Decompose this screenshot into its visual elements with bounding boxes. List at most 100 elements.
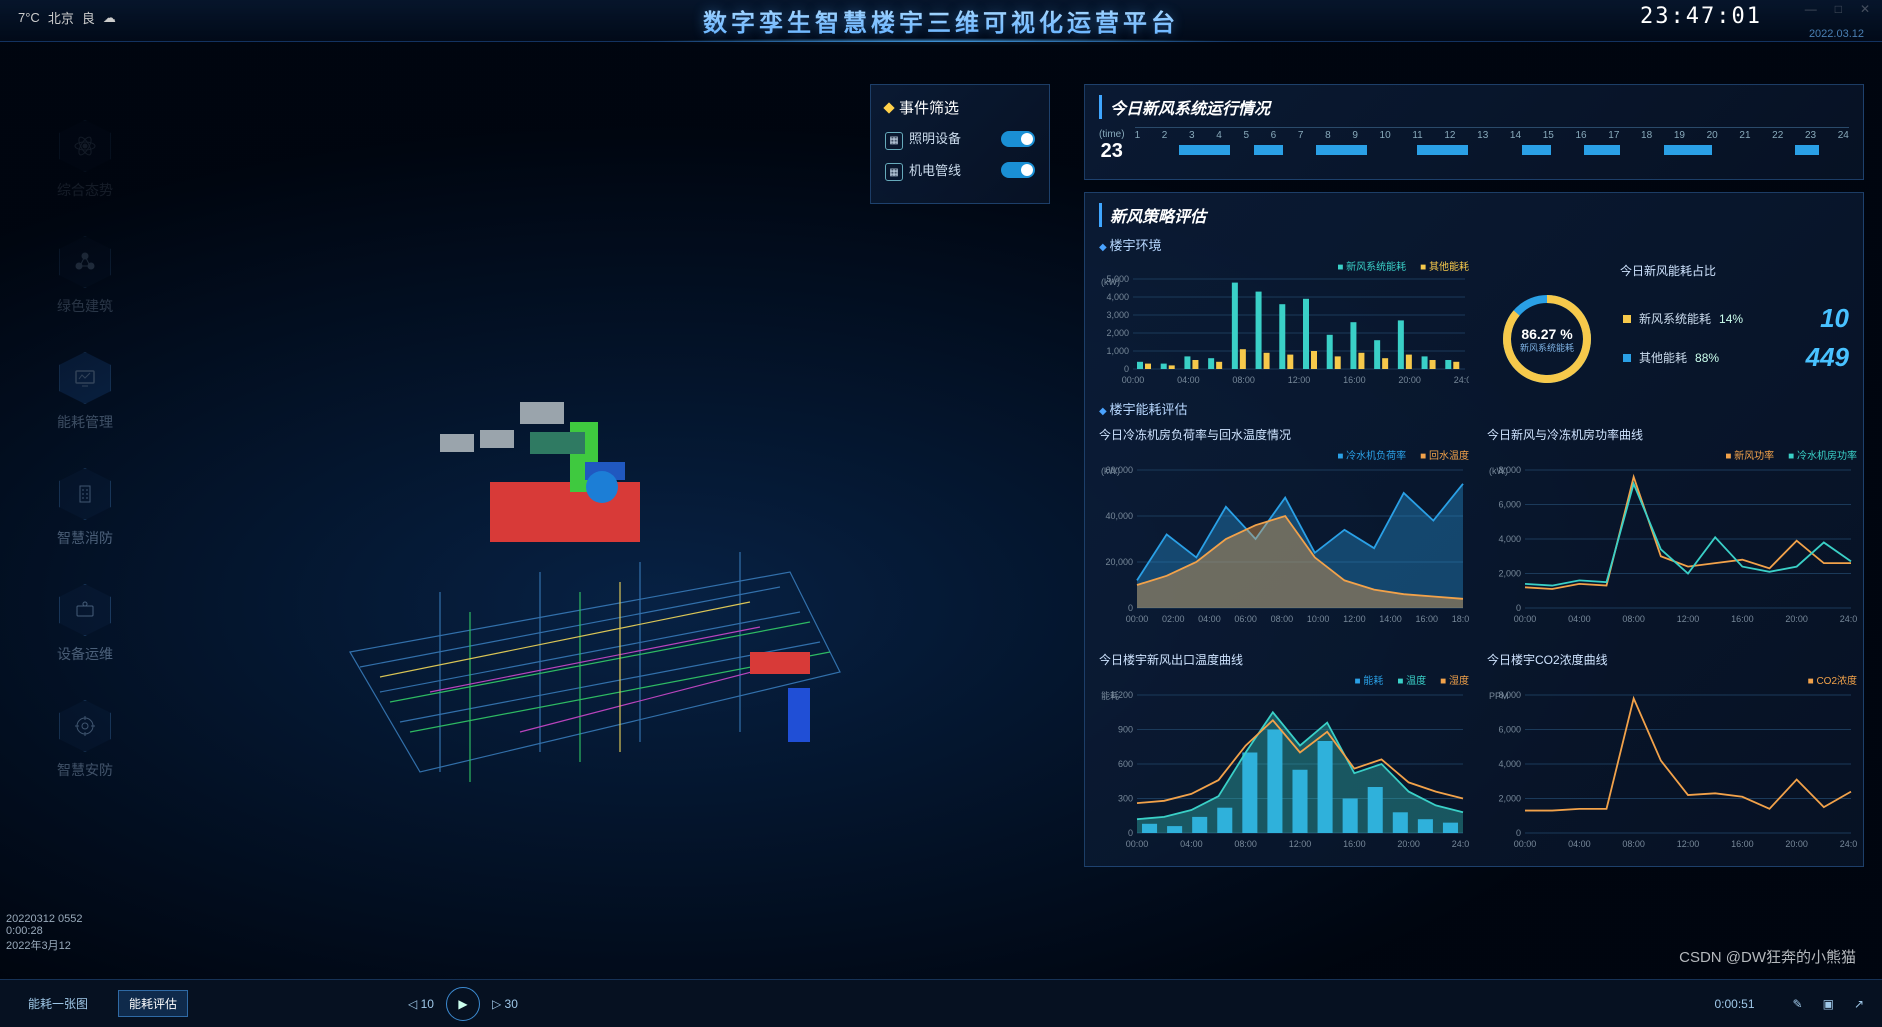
svg-text:12:00: 12:00 bbox=[1288, 375, 1311, 385]
weather-block: 7°C 北京 良 ☁ bbox=[18, 8, 116, 27]
svg-text:08:00: 08:00 bbox=[1622, 614, 1645, 624]
chart-title: 今日新风与冷冻机房功率曲线 bbox=[1487, 426, 1857, 443]
timeline-band bbox=[1316, 145, 1367, 155]
timeline-ticks: 123456789101112131415161718192021222324 bbox=[1135, 127, 1849, 141]
svg-text:16:00: 16:00 bbox=[1416, 614, 1439, 624]
svg-text:08:00: 08:00 bbox=[1234, 839, 1257, 849]
env-barchart: 新风系统能耗其他能耗 (kW)01,0002,0003,0004,0005,00… bbox=[1099, 258, 1469, 393]
diamond-icon bbox=[883, 102, 894, 113]
chart-title: 今日冷冻机房负荷率与回水温度情况 bbox=[1099, 426, 1469, 443]
strategy-card: 新风策略评估 楼宇环境 新风系统能耗其他能耗 (kW)01,0002,0003,… bbox=[1084, 192, 1864, 867]
aqi: 良 bbox=[82, 8, 95, 27]
svg-text:10:00: 10:00 bbox=[1307, 614, 1330, 624]
svg-text:12:00: 12:00 bbox=[1343, 614, 1366, 624]
share-icon[interactable]: ↗ bbox=[1854, 997, 1864, 1011]
play-button[interactable]: ▶ bbox=[446, 987, 480, 1021]
filter-row-1: ▦ 机电管线 bbox=[885, 160, 1035, 182]
event-filter-title-text: 事件筛选 bbox=[899, 97, 959, 118]
watermark: CSDN @DW狂奔的小熊猫 bbox=[1679, 946, 1856, 967]
svg-text:04:00: 04:00 bbox=[1177, 375, 1200, 385]
svg-text:40,000: 40,000 bbox=[1105, 511, 1133, 521]
forward-button[interactable]: ▷ 30 bbox=[492, 997, 518, 1011]
env-subtitle: 楼宇环境 bbox=[1099, 235, 1849, 254]
svg-text:20:00: 20:00 bbox=[1785, 839, 1808, 849]
filter-toggle[interactable] bbox=[1001, 131, 1035, 147]
svg-text:600: 600 bbox=[1118, 759, 1133, 769]
svg-text:1,200: 1,200 bbox=[1110, 690, 1133, 700]
svg-text:24:00: 24:00 bbox=[1840, 614, 1857, 624]
chart-svg: 能耗03006009001,20000:0004:0008:0012:0016:… bbox=[1099, 689, 1469, 849]
svg-text:00:00: 00:00 bbox=[1126, 839, 1149, 849]
assess-chart-2: 今日楼宇新风出口温度曲线能耗温度湿度能耗03006009001,20000:00… bbox=[1099, 647, 1469, 854]
svg-text:5,000: 5,000 bbox=[1106, 275, 1129, 284]
app-header: 7°C 北京 良 ☁ 数字孪生智慧楼宇三维可视化运营平台 23:47:01 20… bbox=[0, 0, 1882, 42]
filter-row-0: ▦照明设备 bbox=[885, 128, 1035, 150]
svg-text:新风系统能耗: 新风系统能耗 bbox=[1520, 342, 1574, 353]
chart-svg: PPM02,0004,0006,0008,00000:0004:0008:001… bbox=[1487, 689, 1857, 849]
chart-title: 今日楼宇新风出口温度曲线 bbox=[1099, 651, 1469, 668]
building-model bbox=[320, 392, 860, 812]
timeline-unit: (time) bbox=[1099, 129, 1125, 140]
elapsed-time: 0:00:28 bbox=[6, 925, 82, 937]
tab-energy-assess[interactable]: 能耗评估 bbox=[118, 990, 188, 1017]
timeline-band bbox=[1417, 145, 1468, 155]
svg-text:16:00: 16:00 bbox=[1343, 839, 1366, 849]
crop-icon[interactable]: ▣ bbox=[1823, 997, 1834, 1011]
strategy-title: 新风策略评估 bbox=[1099, 203, 1849, 227]
filter-row-icon: ▦ bbox=[885, 132, 903, 150]
filter-row-icon: ▦ bbox=[885, 163, 903, 181]
timeline-count: 23 bbox=[1099, 140, 1125, 163]
svg-text:20:00: 20:00 bbox=[1397, 839, 1420, 849]
donut-title: 今日新风能耗占比 bbox=[1487, 262, 1849, 279]
svg-text:18:00: 18:00 bbox=[1452, 614, 1469, 624]
event-filter-panel: 事件筛选 ▦照明设备▦机电管线 bbox=[870, 84, 1050, 204]
svg-text:300: 300 bbox=[1118, 794, 1133, 804]
timeline-bands: 123456789101112131415161718192021222324 bbox=[1135, 127, 1849, 167]
assess-chart-1: 今日新风与冷冻机房功率曲线新风功率冷水机房功率(kW)02,0004,0006,… bbox=[1487, 422, 1857, 629]
svg-text:12:00: 12:00 bbox=[1677, 839, 1700, 849]
svg-text:14:00: 14:00 bbox=[1379, 614, 1402, 624]
tab-energy-map[interactable]: 能耗一张图 bbox=[18, 991, 98, 1016]
timeline-band bbox=[1795, 145, 1819, 155]
filter-label: 机电管线 bbox=[909, 163, 961, 178]
timestamp-overlay: 20220312 0552 0:00:28 2022年3月12 bbox=[6, 913, 82, 953]
svg-text:0: 0 bbox=[1128, 828, 1133, 838]
svg-text:8,000: 8,000 bbox=[1498, 690, 1521, 700]
svg-text:20:00: 20:00 bbox=[1398, 375, 1421, 385]
timeline-count-block: (time) 23 bbox=[1099, 127, 1125, 163]
svg-text:16:00: 16:00 bbox=[1731, 839, 1754, 849]
svg-text:24:00: 24:00 bbox=[1452, 839, 1469, 849]
env-barchart-svg: (kW)01,0002,0003,0004,0005,00000:0004:00… bbox=[1099, 275, 1469, 385]
timeline-card: 今日新风系统运行情况 (time) 23 1234567891011121314… bbox=[1084, 84, 1864, 180]
clock: 23:47:01 bbox=[1640, 4, 1762, 29]
svg-text:4,000: 4,000 bbox=[1498, 534, 1521, 544]
svg-text:00:00: 00:00 bbox=[1514, 614, 1537, 624]
svg-text:0: 0 bbox=[1124, 364, 1129, 374]
svg-text:00:00: 00:00 bbox=[1126, 614, 1149, 624]
svg-text:4,000: 4,000 bbox=[1106, 292, 1129, 302]
rewind-button[interactable]: ◁ 10 bbox=[408, 997, 434, 1011]
filter-toggle[interactable] bbox=[1001, 162, 1035, 178]
svg-text:00:00: 00:00 bbox=[1122, 375, 1145, 385]
svg-text:20:00: 20:00 bbox=[1785, 614, 1808, 624]
donut-block: 今日新风能耗占比 86.27 % 新风系统能耗 新风系统能耗14%10其他能耗8… bbox=[1487, 258, 1849, 393]
donut-stat: 新风系统能耗14%10 bbox=[1623, 303, 1849, 334]
svg-text:6,000: 6,000 bbox=[1498, 500, 1521, 510]
svg-text:08:00: 08:00 bbox=[1622, 839, 1645, 849]
timeline-band bbox=[1179, 145, 1230, 155]
svg-text:12:00: 12:00 bbox=[1677, 614, 1700, 624]
header-date: 2022.03.12 bbox=[1809, 28, 1864, 40]
svg-text:0: 0 bbox=[1128, 603, 1133, 613]
svg-text:60,000: 60,000 bbox=[1105, 465, 1133, 475]
svg-text:8,000: 8,000 bbox=[1498, 465, 1521, 475]
playback-controls: ◁ 10 ▶ ▷ 30 bbox=[408, 987, 518, 1021]
assess-chart-0: 今日冷冻机房负荷率与回水温度情况冷水机负荷率回水温度(kW)020,00040,… bbox=[1099, 422, 1469, 629]
svg-text:08:00: 08:00 bbox=[1232, 375, 1255, 385]
svg-text:04:00: 04:00 bbox=[1180, 839, 1203, 849]
chart-svg: (kW)02,0004,0006,0008,00000:0004:0008:00… bbox=[1487, 464, 1857, 624]
assess-charts-grid: 今日冷冻机房负荷率与回水温度情况冷水机负荷率回水温度(kW)020,00040,… bbox=[1099, 422, 1849, 854]
svg-text:24:00: 24:00 bbox=[1454, 375, 1469, 385]
event-filter-title: 事件筛选 bbox=[885, 97, 1035, 118]
edit-icon[interactable]: ✎ bbox=[1793, 997, 1803, 1011]
svg-text:16:00: 16:00 bbox=[1731, 614, 1754, 624]
